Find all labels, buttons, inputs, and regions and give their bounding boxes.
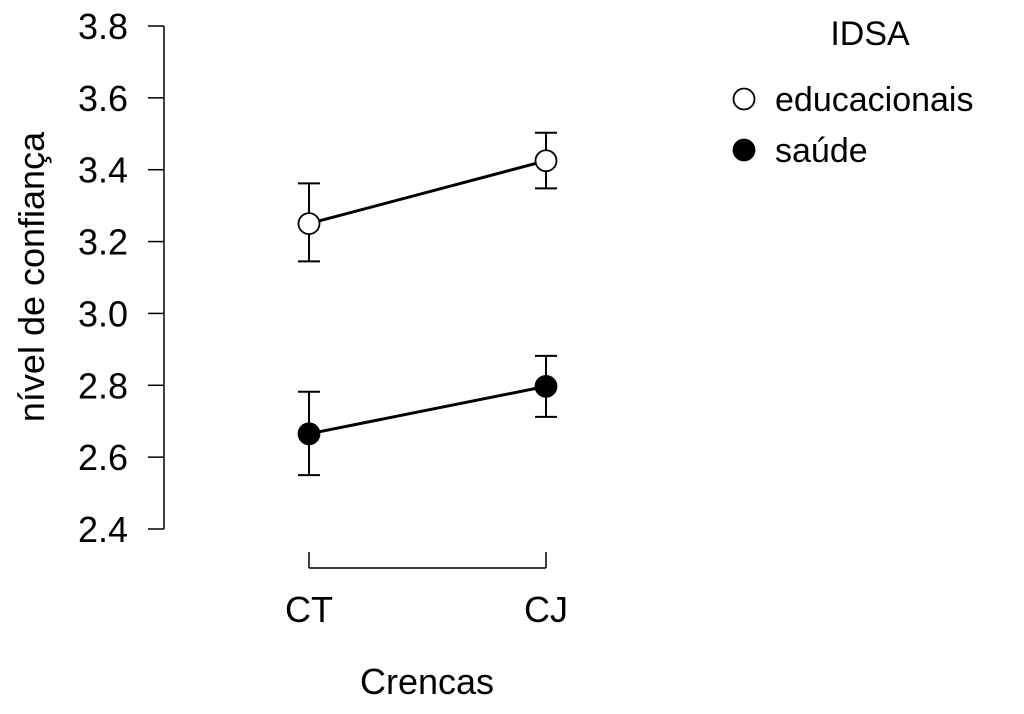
series-line: [308, 384, 547, 436]
data-point: [534, 149, 558, 173]
y-tick-label: 3.8: [78, 6, 128, 47]
y-tick-label: 3.2: [78, 222, 128, 263]
legend-marker-0: [732, 87, 756, 111]
data-point: [297, 422, 321, 446]
legend-title: IDSA: [830, 15, 910, 53]
data-point: [534, 374, 558, 398]
plot-area: [297, 131, 558, 477]
x-tick-label-ct: CT: [285, 589, 333, 630]
legend: IDSA educacionais saúde: [732, 15, 973, 170]
y-tick-label: 3.4: [78, 150, 128, 191]
y-tick-label: 3.6: [78, 78, 128, 119]
series-line: [308, 159, 547, 226]
y-tick-label: 2.8: [78, 365, 128, 406]
legend-label-1: saúde: [775, 132, 868, 170]
series-1: [297, 354, 558, 477]
y-axis: 2.4 2.6 2.8 3.0 3.2 3.4 3.6 3.8: [78, 6, 165, 550]
legend-label-0: educacionais: [775, 81, 973, 119]
y-tick-label: 3.0: [78, 293, 128, 334]
data-point: [297, 212, 321, 236]
x-axis-title: Crencas: [360, 661, 494, 702]
x-tick-label-cj: CJ: [524, 589, 568, 630]
series-0: [297, 131, 558, 263]
legend-marker-1: [732, 138, 756, 162]
x-axis: CT CJ: [285, 552, 568, 630]
y-tick-label: 2.6: [78, 437, 128, 478]
y-tick-label: 2.4: [78, 509, 128, 550]
y-axis-title: nível de confiança: [11, 131, 52, 422]
